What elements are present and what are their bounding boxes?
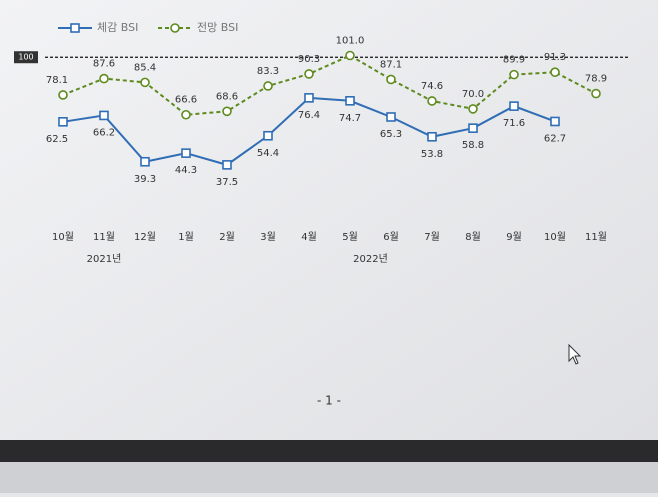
x-tick-label: 4월 bbox=[301, 231, 317, 243]
data-label: 44.3 bbox=[175, 165, 197, 176]
data-label: 66.6 bbox=[175, 95, 197, 106]
x-tick-label: 12월 bbox=[134, 231, 156, 243]
data-label: 65.3 bbox=[380, 129, 402, 140]
marker bbox=[509, 69, 519, 80]
data-label: 89.9 bbox=[503, 55, 525, 66]
year-label: 2022년 bbox=[353, 253, 388, 265]
data-label: 68.6 bbox=[216, 91, 238, 102]
data-label: 54.4 bbox=[257, 148, 279, 159]
marker bbox=[386, 74, 396, 85]
x-tick-label: 2월 bbox=[219, 231, 235, 243]
data-label: 76.4 bbox=[298, 110, 320, 121]
x-tick-label: 3월 bbox=[260, 231, 276, 243]
x-tick-label: 7월 bbox=[424, 231, 440, 243]
x-tick-label: 5월 bbox=[342, 231, 358, 243]
desk bbox=[0, 462, 658, 493]
marker bbox=[263, 81, 273, 91]
marker bbox=[550, 67, 560, 78]
data-label: 91.3 bbox=[544, 52, 566, 63]
marker bbox=[550, 116, 560, 127]
legend-marker bbox=[170, 23, 180, 33]
marker bbox=[58, 90, 68, 100]
marker bbox=[58, 117, 68, 127]
data-label: 101.0 bbox=[336, 36, 365, 47]
marker bbox=[99, 110, 109, 121]
data-label: 62.7 bbox=[544, 133, 566, 144]
marker bbox=[427, 96, 437, 106]
document-page bbox=[0, 0, 658, 440]
data-label: 37.5 bbox=[216, 177, 238, 188]
marker bbox=[468, 123, 478, 133]
page-number: - 1 - bbox=[317, 394, 341, 408]
data-label: 71.6 bbox=[503, 118, 525, 129]
data-label: 53.8 bbox=[421, 149, 443, 160]
marker bbox=[509, 101, 519, 111]
marker bbox=[591, 88, 601, 99]
data-label: 66.2 bbox=[93, 127, 115, 138]
data-label: 90.3 bbox=[298, 54, 320, 65]
x-tick-label: 9월 bbox=[506, 231, 522, 243]
x-tick-label: 10월 bbox=[52, 231, 74, 243]
series-line bbox=[62, 54, 597, 116]
x-tick-label: 11월 bbox=[93, 231, 115, 243]
x-tick-label: 1월 bbox=[178, 231, 194, 243]
reference-label: 100 bbox=[18, 53, 33, 62]
legend-label: 체감 BSI bbox=[97, 21, 138, 34]
x-tick-label: 10월 bbox=[544, 231, 566, 243]
data-label: 78.1 bbox=[46, 75, 68, 86]
marker bbox=[222, 160, 232, 170]
data-label: 62.5 bbox=[46, 134, 68, 145]
legend-marker bbox=[70, 23, 80, 33]
marker bbox=[140, 77, 150, 88]
reference-label-box bbox=[14, 51, 38, 64]
x-tick-label: 8월 bbox=[465, 231, 481, 243]
legend-label: 전망 BSI bbox=[197, 21, 238, 34]
data-label: 58.8 bbox=[462, 140, 484, 151]
marker bbox=[345, 95, 355, 106]
chart: 100 10월 11월 12월 1월 2월 3월 4월 5월 6월 7월 8월 9월 10월 11월 2021… bbox=[14, 21, 628, 265]
marker bbox=[304, 69, 314, 79]
data-label: 78.9 bbox=[585, 74, 607, 85]
screen-bezel bbox=[0, 440, 658, 462]
data-label: 83.3 bbox=[257, 66, 279, 77]
year-label: 2021년 bbox=[87, 253, 122, 265]
marker bbox=[181, 109, 191, 120]
marker bbox=[263, 130, 273, 141]
data-label: 87.6 bbox=[93, 59, 115, 70]
data-label: 85.4 bbox=[134, 62, 156, 73]
marker bbox=[99, 73, 109, 84]
marker bbox=[386, 112, 396, 122]
mouse-cursor bbox=[568, 343, 582, 365]
data-label: 70.0 bbox=[462, 89, 484, 100]
data-label: 87.1 bbox=[380, 59, 402, 70]
x-tick-label: 11월 bbox=[585, 231, 607, 243]
marker bbox=[304, 93, 314, 103]
data-label: 74.7 bbox=[339, 113, 361, 124]
data-label: 39.3 bbox=[134, 174, 156, 185]
marker bbox=[140, 156, 150, 167]
marker bbox=[427, 131, 437, 142]
marker bbox=[468, 104, 478, 114]
marker bbox=[181, 148, 191, 158]
data-label: 74.6 bbox=[421, 81, 443, 92]
marker bbox=[345, 50, 355, 61]
x-tick-label: 6월 bbox=[383, 231, 399, 243]
marker bbox=[222, 106, 232, 117]
